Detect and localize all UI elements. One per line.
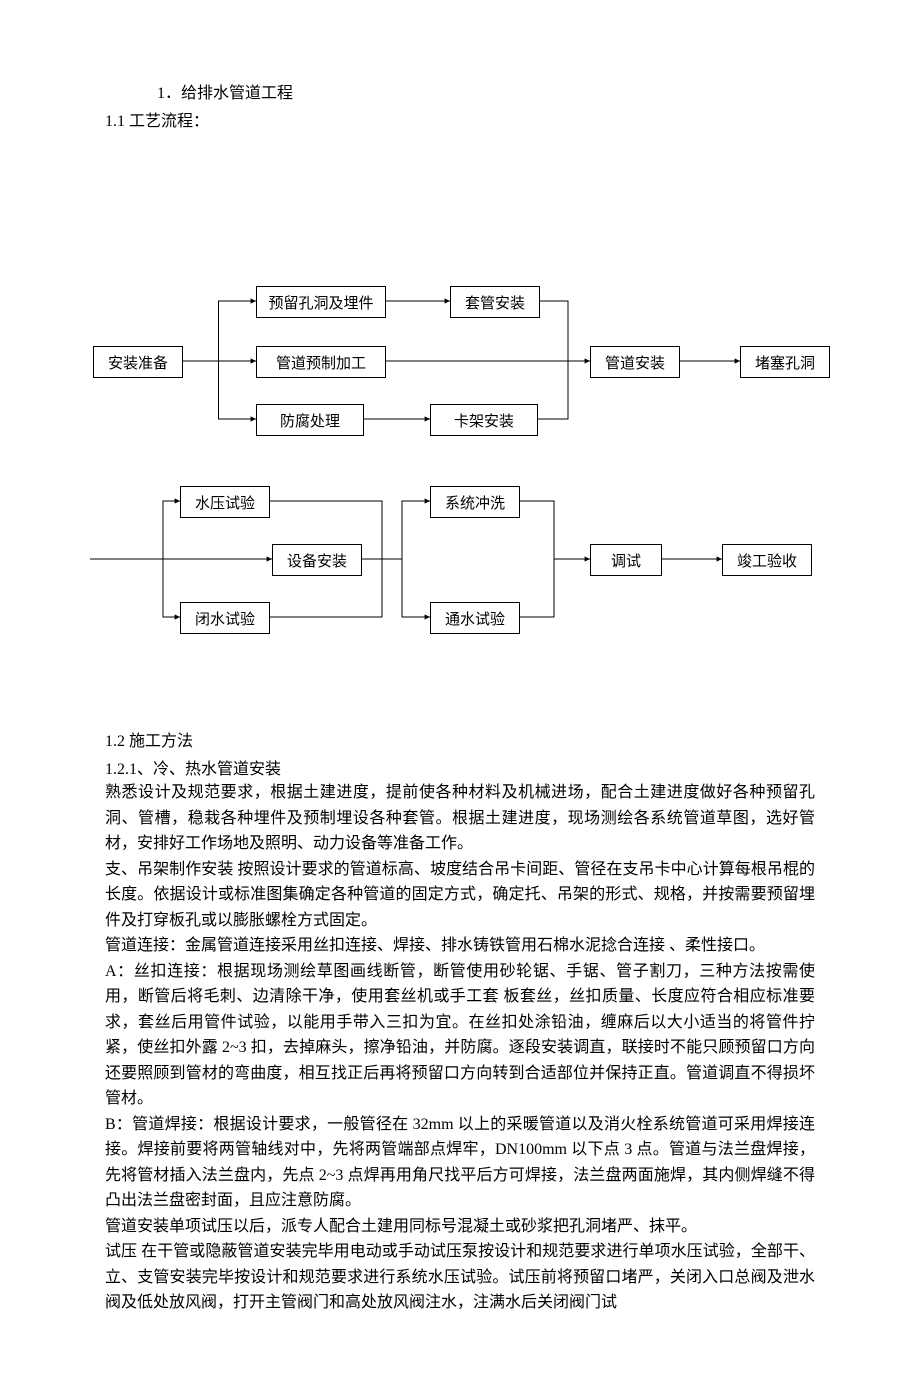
flow-node-accept: 竣工验收 [722, 544, 812, 576]
heading-1-1: 1.1 工艺流程： [105, 108, 815, 136]
paragraph: B：管道焊接：根据设计要求，一般管径在 32mm 以上的采暖管道以及消火栓系统管… [105, 1112, 815, 1214]
flow-node-tube: 套管安装 [450, 286, 540, 318]
paragraph: A：丝扣连接：根据现场测绘草图画线断管，断管使用砂轮锯、手锯、管子割刀，三种方法… [105, 959, 815, 1112]
heading-1: 1．给排水管道工程 [157, 80, 815, 108]
flow-node-water: 水压试验 [180, 486, 270, 518]
flow-node-clamp: 卡架安装 [430, 404, 538, 436]
paragraph: 试压 在干管或隐蔽管道安装完毕用电动或手动试压泵按设计和规范要求进行单项水压试验… [105, 1239, 815, 1316]
flow-node-equip: 设备安装 [272, 544, 362, 576]
flow-node-pipe: 管道安装 [590, 346, 680, 378]
flow-node-prefab: 管道预制加工 [256, 346, 386, 378]
flow-node-prep: 安装准备 [93, 346, 183, 378]
flow-node-anti: 防腐处理 [256, 404, 364, 436]
flowchart: 安装准备预留孔洞及埋件套管安装管道预制加工防腐处理卡架安装管道安装堵塞孔洞水压试… [90, 286, 820, 756]
paragraph: 熟悉设计及规范要求，根据土建进度，提前使各种材料及机械进场，配合土建进度做好各种… [105, 780, 815, 857]
flowchart-connectors [90, 286, 830, 646]
page: 1．给排水管道工程 1.1 工艺流程： 安装准备 预留孔洞及埋件 套管安装管道预制加… [0, 0, 920, 1376]
flow-node-flow: 通水试验 [430, 602, 520, 634]
flow-node-hole: 预留孔洞及埋件 [256, 286, 386, 318]
flow-node-tune: 调试 [590, 544, 662, 576]
body-text: 熟悉设计及规范要求，根据土建进度，提前使各种材料及机械进场，配合土建进度做好各种… [105, 780, 815, 1316]
flow-node-block: 堵塞孔洞 [740, 346, 830, 378]
flow-node-close: 闭水试验 [180, 602, 270, 634]
flow-node-flush: 系统冲洗 [430, 486, 520, 518]
paragraph: 管道连接：金属管道连接采用丝扣连接、焊接、排水铸铁管用石棉水泥捻合连接 、柔性接… [105, 933, 815, 959]
paragraph: 管道安装单项试压以后，派专人配合土建用同标号混凝土或砂浆把孔洞堵严、抹平。 [105, 1214, 815, 1240]
paragraph: 支、吊架制作安装 按照设计要求的管道标高、坡度结合吊卡间距、管径在支吊卡中心计算… [105, 857, 815, 934]
